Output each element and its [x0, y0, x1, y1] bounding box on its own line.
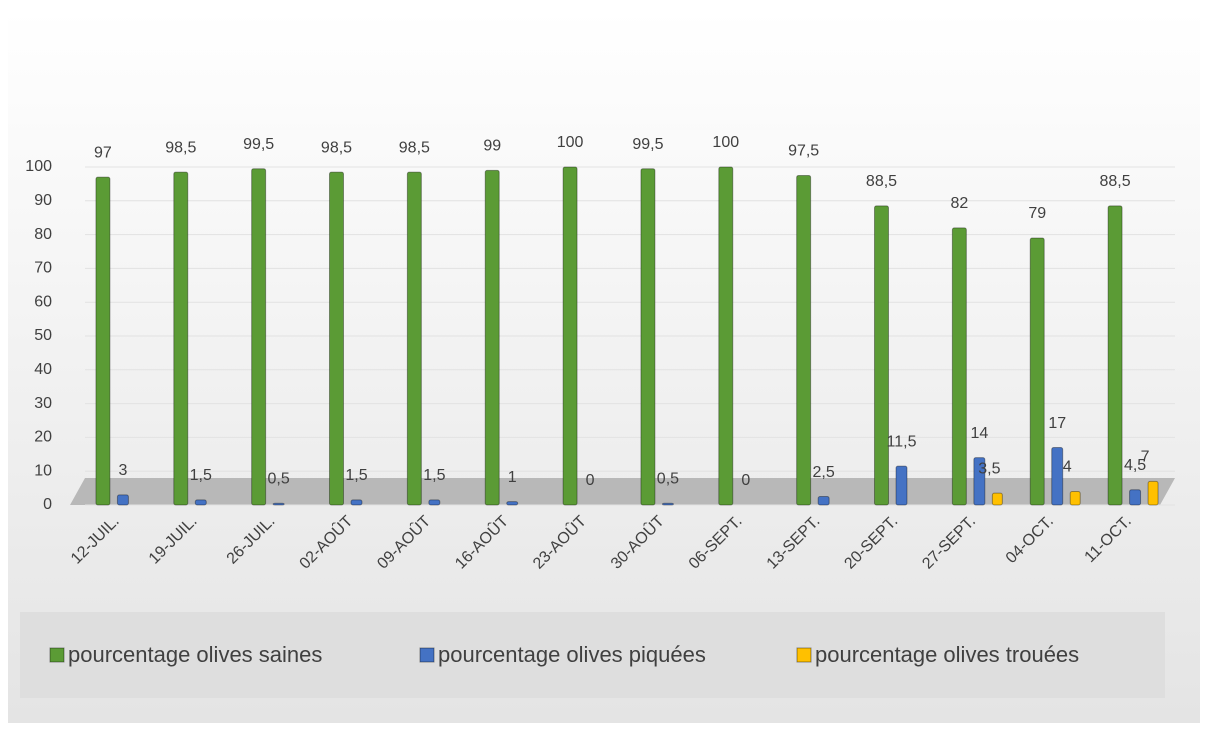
data-label: 97	[94, 144, 112, 161]
data-label: 1,5	[423, 467, 445, 484]
bar	[506, 501, 519, 506]
bar	[116, 494, 129, 506]
data-label: 99	[483, 138, 501, 155]
bar	[406, 171, 422, 506]
y-tick-label: 40	[34, 361, 52, 378]
bar	[1051, 447, 1064, 506]
bar	[661, 502, 674, 506]
data-label: 7	[1141, 449, 1150, 466]
bar	[973, 457, 986, 506]
y-tick-label: 70	[34, 260, 52, 277]
floor	[70, 478, 1175, 505]
data-label: 100	[712, 134, 739, 151]
data-label: 4	[1063, 459, 1072, 476]
data-label: 99,5	[632, 136, 663, 153]
data-label: 79	[1028, 205, 1046, 222]
bar	[1129, 489, 1142, 506]
legend-label: pourcentage olives saines	[68, 642, 322, 667]
legend-swatch	[419, 647, 435, 663]
data-label: 88,5	[1100, 173, 1131, 190]
y-tick-label: 20	[34, 429, 52, 446]
y-tick-label: 30	[34, 395, 52, 412]
data-label: 2,5	[813, 464, 835, 481]
data-label: 0,5	[268, 471, 290, 488]
data-label: 0	[741, 472, 750, 489]
bar	[251, 168, 267, 506]
bar	[796, 174, 812, 506]
data-label: 98,5	[165, 139, 196, 156]
bar	[194, 499, 207, 506]
bar	[272, 502, 285, 506]
y-tick-label: 90	[34, 192, 52, 209]
bar	[173, 171, 189, 506]
data-label: 99,5	[243, 136, 274, 153]
bar	[874, 205, 889, 506]
data-label: 11,5	[887, 433, 917, 450]
data-label: 82	[950, 195, 968, 212]
bar	[951, 227, 967, 506]
y-tick-label: 100	[25, 158, 52, 175]
bar	[718, 166, 734, 506]
y-tick-label: 0	[43, 496, 52, 513]
data-label: 88,5	[866, 173, 897, 190]
bar	[329, 171, 344, 506]
y-tick-label: 80	[34, 226, 52, 243]
legend-label: pourcentage olives trouées	[815, 642, 1079, 667]
data-label: 0,5	[657, 471, 679, 488]
bar	[817, 496, 830, 506]
data-label: 1,5	[345, 467, 367, 484]
bar	[428, 499, 441, 506]
data-label: 97,5	[788, 143, 819, 160]
data-label: 1	[508, 469, 517, 486]
bar	[1029, 237, 1045, 506]
data-label: 1,5	[190, 467, 212, 484]
legend-swatch	[49, 647, 65, 663]
bar	[1069, 490, 1081, 506]
data-label: 98,5	[399, 139, 430, 156]
bar	[895, 465, 908, 506]
legend-swatch	[796, 647, 812, 663]
y-tick-label: 50	[34, 327, 52, 344]
y-tick-label: 10	[34, 462, 52, 479]
chart-area	[8, 10, 1200, 723]
data-label: 14	[970, 425, 988, 442]
bar	[562, 166, 578, 506]
bar	[1147, 480, 1159, 506]
data-label: 17	[1048, 415, 1066, 432]
bar	[95, 176, 111, 506]
bar	[640, 168, 656, 506]
data-label: 98,5	[321, 139, 352, 156]
data-label: 3,5	[978, 460, 1000, 477]
bar	[484, 169, 500, 506]
legend-label: pourcentage olives piquées	[438, 642, 706, 667]
data-label: 3	[118, 462, 127, 479]
bar	[350, 499, 363, 506]
data-label: 0	[586, 472, 595, 489]
y-tick-label: 60	[34, 293, 52, 310]
data-label: 4,5	[1124, 457, 1146, 474]
bar	[991, 492, 1003, 506]
data-label: 100	[557, 134, 584, 151]
bar	[1107, 205, 1123, 506]
legend-box	[20, 612, 1165, 698]
